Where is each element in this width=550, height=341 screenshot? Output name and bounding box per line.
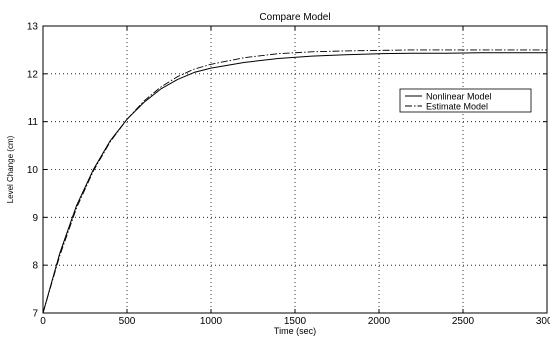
y-tick-label: 10 bbox=[27, 165, 39, 176]
series-line-2 bbox=[42, 49, 547, 314]
y-axis-label: Level Change (cm) bbox=[6, 135, 15, 203]
x-tick-label: 500 bbox=[119, 316, 136, 327]
chart-title: Compare Model bbox=[259, 12, 330, 23]
legend-label-2: Estimate Model bbox=[426, 102, 488, 112]
x-axis-label: Time (sec) bbox=[274, 326, 316, 336]
y-tick-label: 9 bbox=[32, 213, 38, 224]
x-tick-label: 0 bbox=[40, 316, 46, 327]
y-tick-label: 11 bbox=[28, 117, 39, 128]
y-tick-label: 7 bbox=[32, 309, 38, 320]
y-tick-label: 12 bbox=[27, 69, 39, 80]
grid-lines bbox=[43, 26, 547, 313]
legend-label-1: Nonlinear Model bbox=[426, 92, 492, 102]
x-tick-label: 2500 bbox=[452, 316, 475, 327]
legend-box bbox=[399, 88, 532, 113]
x-tick-label: 3000 bbox=[536, 316, 550, 327]
y-tick-label: 13 bbox=[27, 22, 39, 33]
x-tick-label: 2000 bbox=[368, 316, 391, 327]
series-lines bbox=[42, 49, 547, 314]
axis-ticks: 0 500 1000 1500 2000 2500 3000 7 8 9 10 11 12 13 bbox=[27, 22, 550, 328]
y-tick-label: 8 bbox=[32, 261, 38, 272]
series-line-1 bbox=[42, 52, 547, 314]
x-tick-label: 1500 bbox=[284, 316, 307, 327]
x-tick-label: 1000 bbox=[200, 316, 223, 327]
